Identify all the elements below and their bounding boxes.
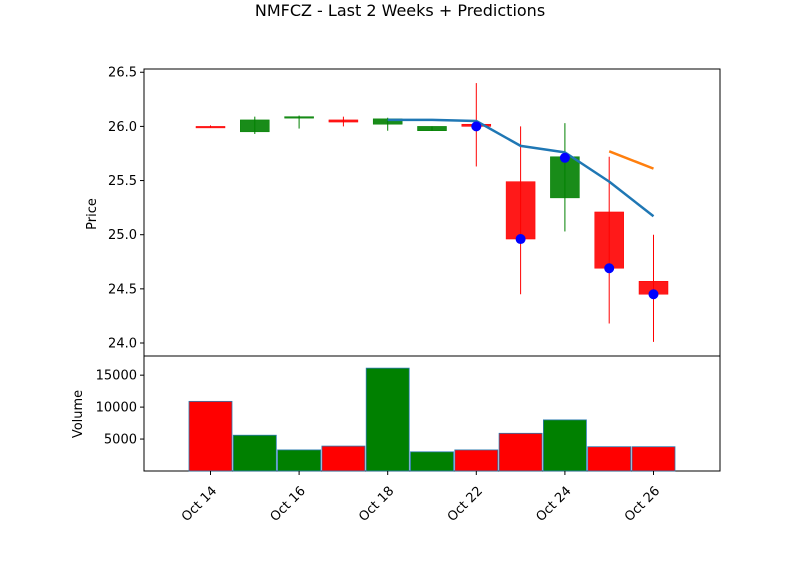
volume-bar <box>587 446 632 472</box>
volume-bar <box>454 449 499 472</box>
prediction-marker <box>515 234 526 245</box>
price-ytick-label: 25.0 <box>108 228 137 243</box>
price-ytick-label: 26.5 <box>108 66 137 81</box>
candle-body <box>240 119 270 133</box>
volume-bar <box>188 400 233 472</box>
volume-ytick-label: 10000 <box>96 401 137 416</box>
moving-average-line <box>387 118 655 218</box>
candle-body <box>195 126 226 129</box>
price-panel-frame <box>143 68 721 357</box>
price-axis-label: Price <box>85 198 100 230</box>
price-ytick-label: 26.0 <box>108 120 137 135</box>
prediction-line <box>608 150 654 170</box>
volume-bar <box>543 419 587 472</box>
candle-body <box>505 181 536 240</box>
x-tick-label: Oct 14 <box>179 484 220 525</box>
x-tick-label: Oct 26 <box>622 484 663 525</box>
x-tick-label: Oct 18 <box>356 484 397 525</box>
prediction-marker <box>648 289 659 300</box>
volume-bar <box>631 446 676 472</box>
prediction-marker <box>559 152 570 163</box>
volume-bar <box>498 432 543 472</box>
chart-title: NMFCZ - Last 2 Weeks + Predictions <box>255 1 545 20</box>
x-tick-label: Oct 22 <box>445 484 486 525</box>
prediction-marker <box>471 121 482 132</box>
price-ytick-label: 24.0 <box>108 337 137 352</box>
candle-body <box>417 126 447 131</box>
volume-ytick-label: 5000 <box>104 433 137 448</box>
x-tick-label: Oct 16 <box>268 484 309 525</box>
volume-bar <box>410 451 454 472</box>
volume-bar <box>321 445 366 472</box>
x-tick-label: Oct 24 <box>533 484 574 525</box>
prediction-marker <box>604 263 615 274</box>
volume-bar <box>232 434 277 472</box>
candle-body <box>594 211 624 269</box>
volume-axis-label: Volume <box>71 390 86 438</box>
volume-bar <box>277 449 322 472</box>
candle-body <box>284 116 314 119</box>
price-ytick-label: 25.5 <box>108 174 137 189</box>
volume-bar <box>365 367 410 472</box>
price-ytick-label: 24.5 <box>108 282 137 297</box>
candle-body <box>328 119 359 123</box>
volume-ytick-label: 15000 <box>96 369 137 384</box>
candle-body <box>550 156 580 199</box>
